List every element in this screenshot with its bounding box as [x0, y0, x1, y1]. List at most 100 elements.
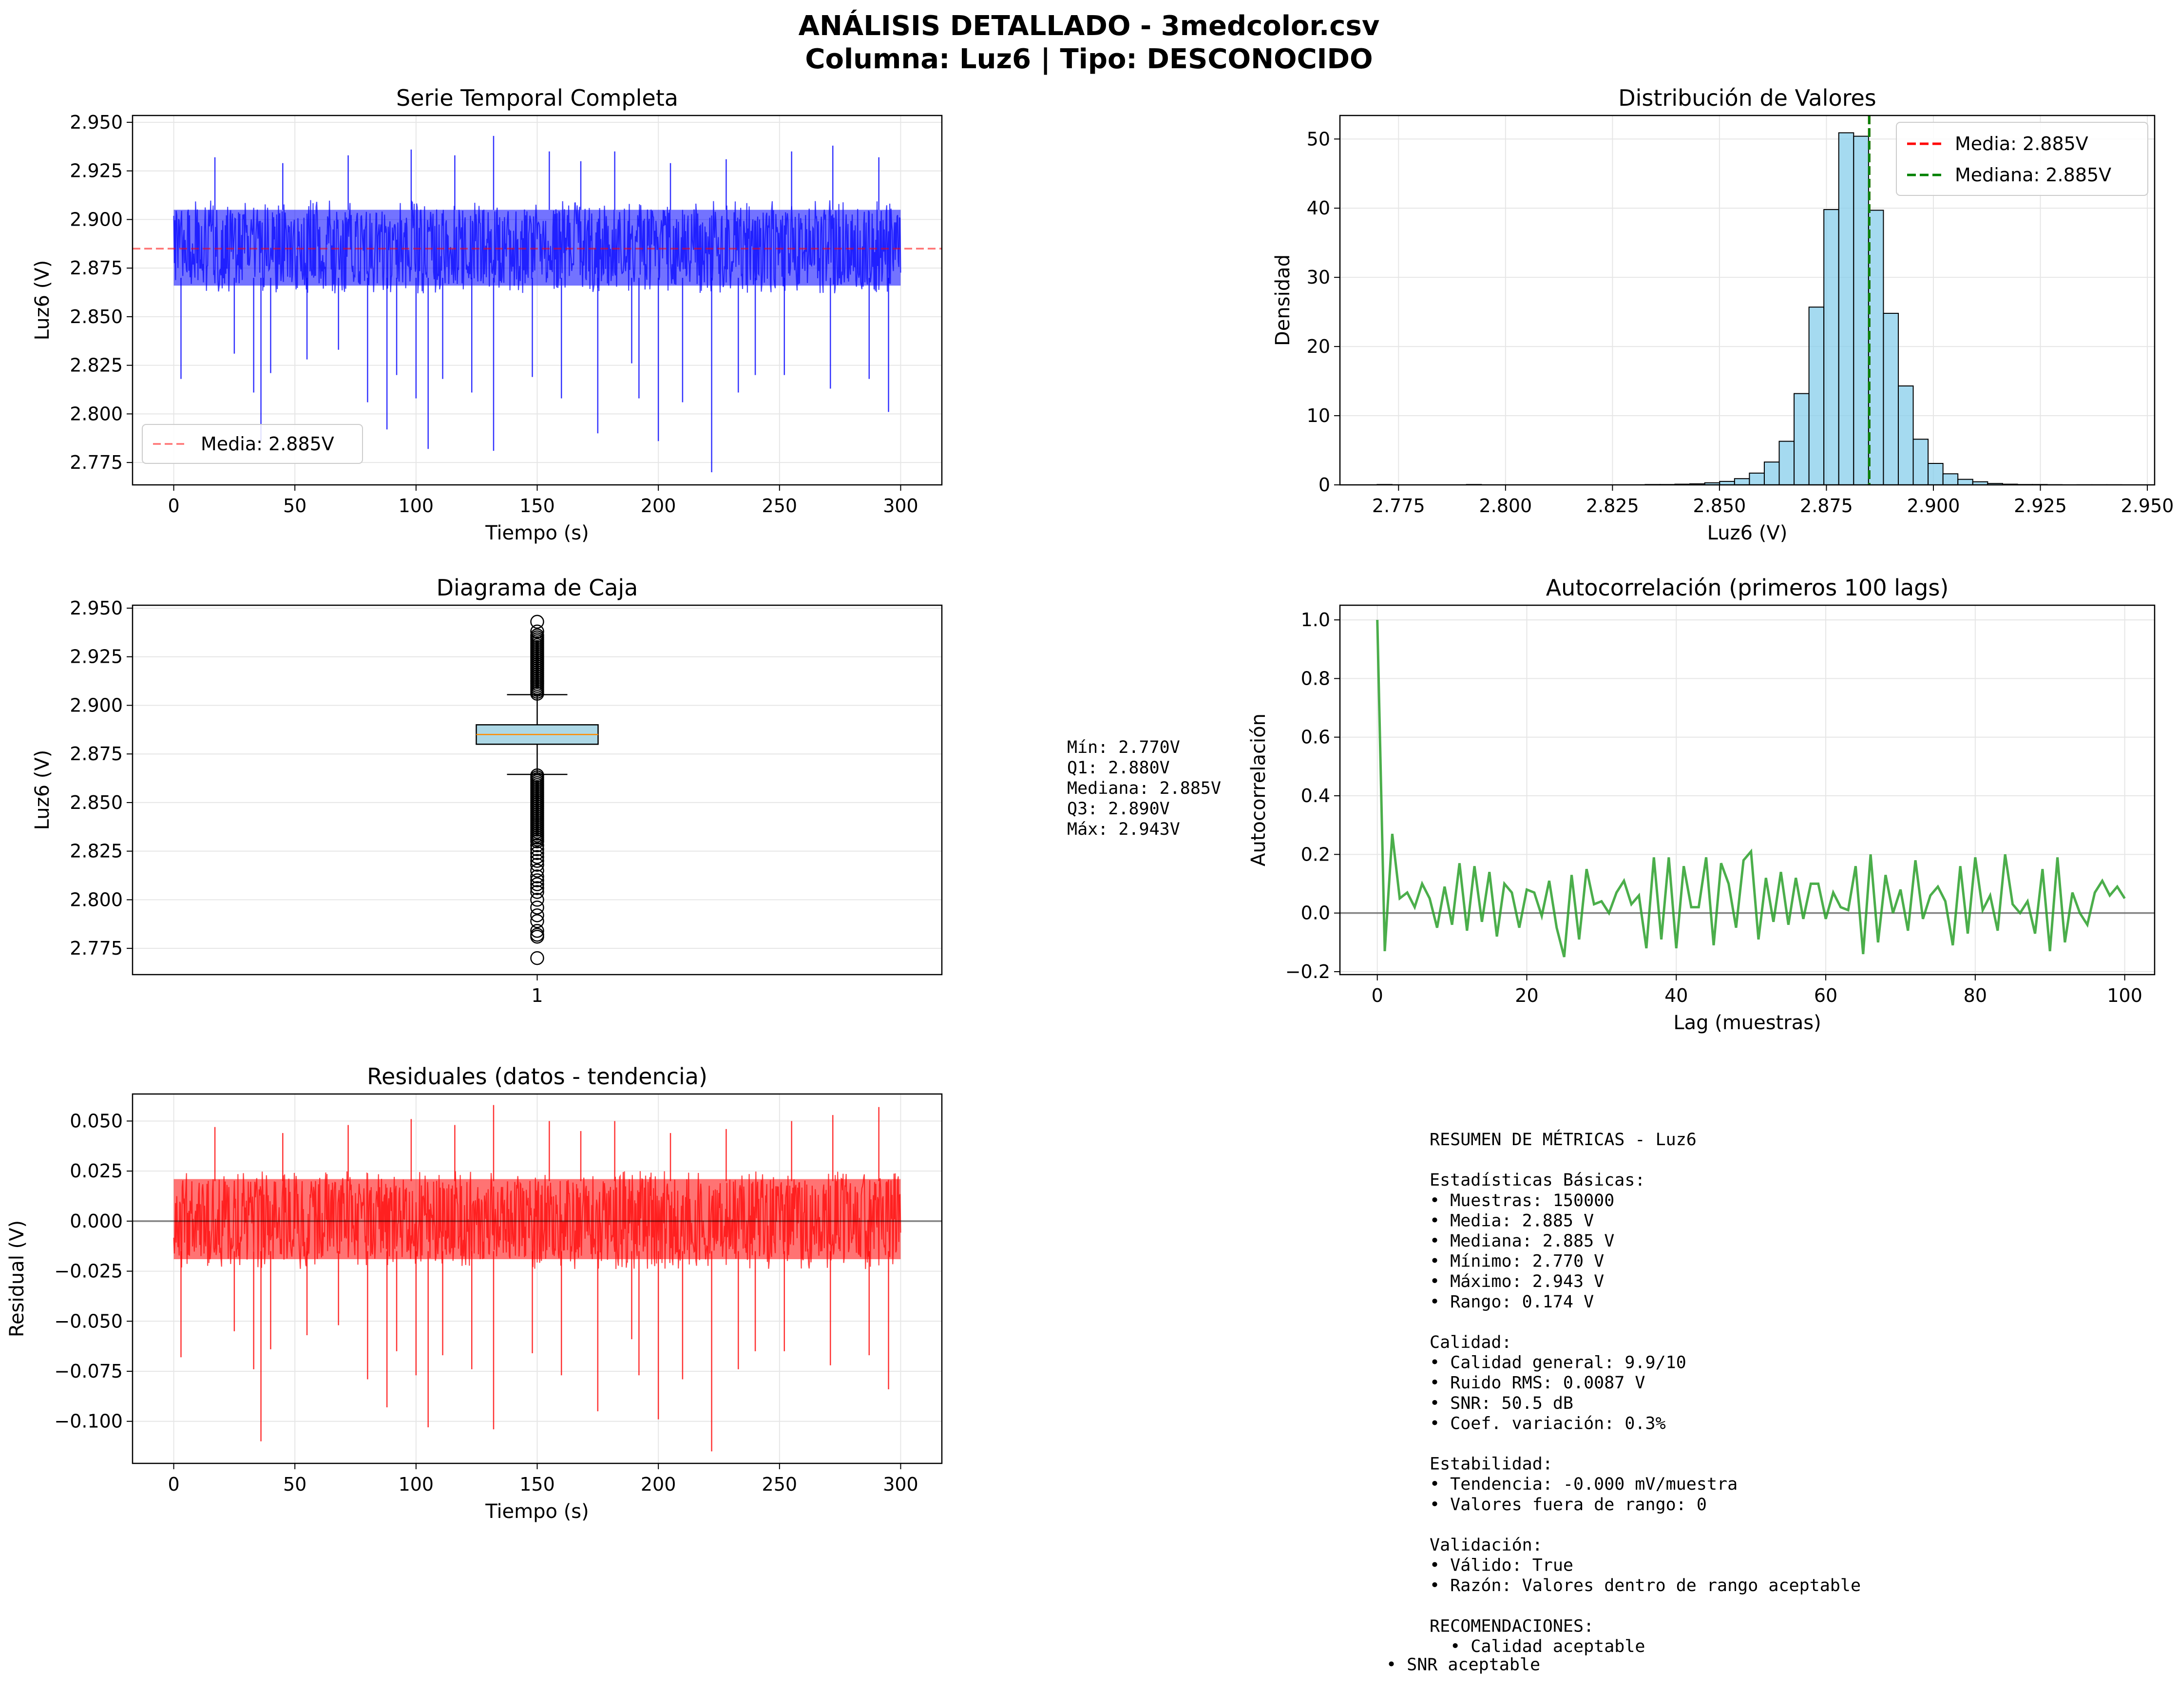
summary-line: • Muestras: 150000	[1430, 1191, 1614, 1210]
summary-last-line: • SNR aceptable	[1386, 1655, 1540, 1675]
res-xlabel: Tiempo (s)	[485, 1500, 589, 1523]
summary-line: • Mínimo: 2.770 V	[1430, 1252, 1604, 1271]
hist-xtick-label: 2.950	[2121, 495, 2174, 517]
res-ylabel: Residual (V)	[6, 1220, 28, 1337]
hist-bar	[1853, 135, 1869, 485]
box-outlier	[530, 893, 544, 907]
hist-bar	[1749, 472, 1765, 485]
box-outlier	[530, 885, 544, 899]
box-stat-q3: Q3: 2.890V	[1067, 799, 1170, 819]
hist-xtick-label: 2.875	[1800, 495, 1853, 517]
boxplot-panel: 2.775 2.800 2.825 2.850 2.875 2.900 2.925 2.950…	[31, 575, 943, 1006]
box-outlier	[530, 850, 544, 864]
acf-xtick-label: 80	[1964, 985, 1987, 1006]
box-outlier	[530, 951, 544, 965]
figure-title-line1: ANÁLISIS DETALLADO - 3medcolor.csv	[799, 10, 1380, 42]
summary-line: • Tendencia: -0.000 mV/muestra	[1430, 1475, 1738, 1494]
summary-line: • SNR: 50.5 dB	[1430, 1394, 1573, 1413]
box-stat-median: Mediana: 2.885V	[1067, 779, 1221, 798]
box-outlier	[530, 614, 544, 629]
box-outlier	[530, 929, 544, 944]
ts-signal-core	[173, 210, 901, 286]
acf-ytick-label: 0.4	[1301, 785, 1330, 806]
summary-line: • Ruido RMS: 0.0087 V	[1430, 1373, 1645, 1393]
hist-bar	[1957, 479, 1973, 485]
res-ytick-label: −0.050	[54, 1310, 123, 1332]
box-ytick-label: 2.900	[70, 694, 123, 716]
acf-ylabel: Autocorrelación	[1247, 713, 1270, 866]
hist-bar	[1868, 210, 1884, 486]
hist-bar	[1883, 312, 1899, 485]
summary-line: • Rango: 0.174 V	[1430, 1292, 1594, 1312]
hist-legend: Media: 2.885V Mediana: 2.885V	[1896, 122, 2148, 196]
hist-xlabel: Luz6 (V)	[1707, 522, 1788, 544]
hist-ytick-label: 30	[1307, 267, 1330, 288]
hist-bar	[1928, 462, 1944, 486]
res-xtick-label: 100	[399, 1474, 434, 1495]
hist-ytick-label: 20	[1307, 336, 1330, 357]
acf-ytick-label: 0.2	[1301, 844, 1330, 865]
box-ytick-label: 2.825	[70, 841, 123, 862]
box-outlier	[530, 842, 544, 856]
summary-line: • Válido: True	[1430, 1556, 1573, 1575]
ts-legend: Media: 2.885V	[142, 424, 363, 464]
ts-ytick-label: 2.825	[70, 355, 123, 376]
ts-legend-box	[142, 424, 363, 464]
acf-xtick-label: 40	[1664, 985, 1688, 1006]
box-outlier	[530, 914, 544, 928]
hist-legend-box	[1896, 122, 2148, 196]
hist-title: Distribución de Valores	[1618, 85, 1876, 111]
hist-ytick-label: 50	[1307, 128, 1330, 150]
ts-xtick-label: 200	[641, 495, 676, 517]
box-outlier	[530, 864, 544, 878]
box-outlier	[530, 877, 544, 891]
box-outlier	[530, 834, 544, 848]
ts-xtick-label: 50	[283, 495, 306, 517]
box-outlier	[530, 846, 544, 860]
ts-ytick-label: 2.925	[70, 160, 123, 182]
acf-ytick-label: 0.0	[1301, 902, 1330, 924]
hist-bar	[1838, 132, 1854, 485]
hist-xtick-label: 2.900	[1907, 495, 1960, 517]
hist-ytick-label: 0	[1318, 474, 1330, 496]
ts-xtick-label: 0	[168, 495, 179, 517]
res-ytick-label: −0.075	[54, 1361, 123, 1382]
ts-signal-group	[173, 135, 901, 473]
ts-xtick-label: 250	[762, 495, 798, 517]
res-signal-group	[173, 1105, 901, 1452]
res-xtick-label: 300	[883, 1474, 918, 1495]
res-xtick-label: 150	[519, 1474, 555, 1495]
summary-line: Calidad:	[1430, 1333, 1512, 1352]
autocorrelation-panel: −0.2 0.0 0.2 0.4 0.6 0.8 1.0 0 20 40 60 80 100 Autoco…	[1247, 575, 2156, 1034]
box-outlier	[530, 838, 544, 852]
ts-ytick-label: 2.875	[70, 257, 123, 279]
ts-legend-label-mean: Media: 2.885V	[201, 433, 334, 455]
box-ytick-label: 2.925	[70, 646, 123, 668]
box-ytick-label: 2.800	[70, 889, 123, 910]
hist-xtick-label: 2.850	[1693, 495, 1746, 517]
summary-line: RESUMEN DE MÉTRICAS - Luz6	[1430, 1129, 1697, 1150]
time-series-panel: 2.775 2.800 2.825 2.850 2.875 2.900 2.925 2.950…	[31, 85, 943, 544]
res-ytick-label: 0.000	[70, 1210, 123, 1232]
summary-line: • Razón: Valores dentro de rango aceptab…	[1430, 1576, 1861, 1595]
ts-xlabel: Tiempo (s)	[485, 522, 589, 544]
hist-ytick-label: 40	[1307, 197, 1330, 219]
res-ytick-label: −0.025	[54, 1261, 123, 1282]
box-stat-q1: Q1: 2.880V	[1067, 758, 1170, 778]
hist-ylabel: Densidad	[1272, 254, 1294, 346]
summary-line: Estadísticas Básicas:	[1430, 1171, 1645, 1190]
acf-xtick-label: 0	[1372, 985, 1383, 1006]
box-outlier	[530, 923, 544, 938]
acf-title: Autocorrelación (primeros 100 lags)	[1546, 575, 1949, 601]
box-outlier	[530, 624, 544, 639]
summary-line: Estabilidad:	[1430, 1455, 1553, 1474]
box-outlier	[530, 881, 544, 895]
hist-bar	[1734, 478, 1750, 486]
histogram-panel: 0 10 20 30 40 50 2.775 2.800 2.825 2.850 2.875 2.90…	[1272, 85, 2174, 544]
acf-line	[1376, 620, 2126, 958]
box-frame	[132, 604, 943, 976]
ts-title: Serie Temporal Completa	[396, 85, 678, 111]
acf-ytick-label: 0.6	[1301, 727, 1330, 748]
acf-ytick-label: 0.8	[1301, 668, 1330, 689]
